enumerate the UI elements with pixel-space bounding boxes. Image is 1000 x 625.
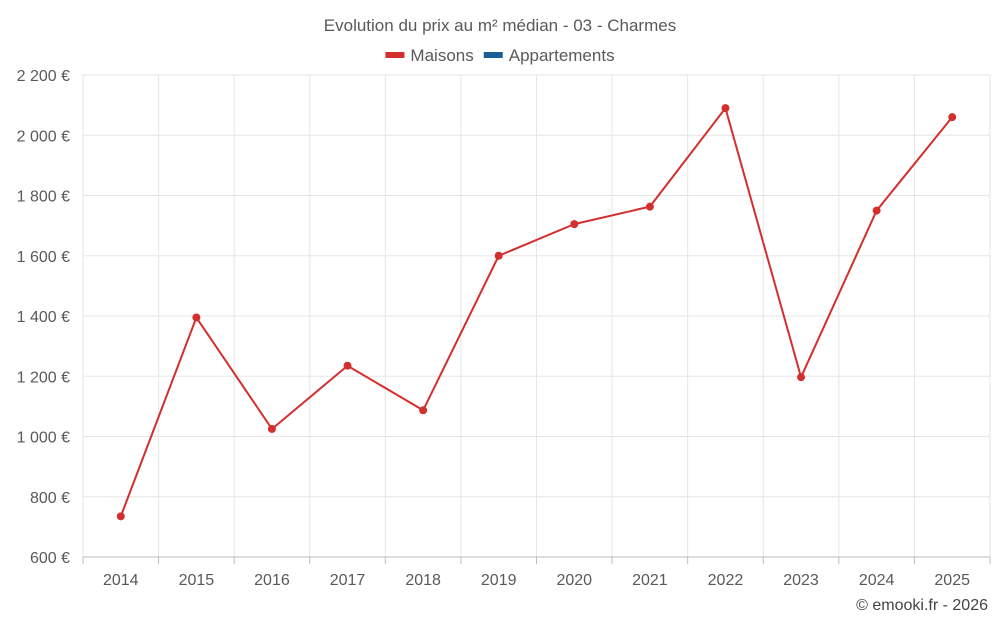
data-point[interactable] <box>192 313 201 322</box>
series-line <box>119 107 953 517</box>
credit-text: © emooki.fr - 2026 <box>856 597 988 614</box>
y-tick-label: 2 200 € <box>17 68 70 85</box>
data-point[interactable] <box>721 104 730 113</box>
x-tick-label: 2014 <box>103 572 139 589</box>
data-point[interactable] <box>797 373 806 382</box>
data-point[interactable] <box>419 406 428 415</box>
y-tick-label: 1 000 € <box>17 430 70 447</box>
data-point[interactable] <box>267 424 276 433</box>
legend-label: Appartements <box>509 46 615 65</box>
y-tick-label: 1 200 € <box>17 369 70 386</box>
x-tick-label: 2022 <box>708 572 744 589</box>
x-tick-label: 2016 <box>254 572 290 589</box>
y-axis: 600 € 800 € 1 000 € 1 200 € 1 400 € 1 600 € 1 … <box>17 68 70 567</box>
y-tick-label: 600 € <box>30 550 70 567</box>
x-tick-label: 2021 <box>632 572 668 589</box>
legend-label: Maisons <box>410 46 473 65</box>
data-point[interactable] <box>494 251 503 260</box>
y-tick-label: 1 400 € <box>17 309 70 326</box>
legend: Maisons Appartements <box>385 46 615 65</box>
x-tick-label: 2024 <box>859 572 895 589</box>
gridlines <box>82 74 991 558</box>
x-tick-label: 2025 <box>934 572 970 589</box>
x-tick-label: 2023 <box>783 572 819 589</box>
data-point[interactable] <box>872 206 881 215</box>
y-tick-label: 1 800 € <box>17 189 70 206</box>
data-point[interactable] <box>116 512 125 521</box>
legend-swatch <box>483 52 503 58</box>
x-tick-label: 2020 <box>556 572 592 589</box>
x-tick-label: 2019 <box>481 572 517 589</box>
legend-item[interactable]: Maisons <box>385 46 474 65</box>
data-point[interactable] <box>343 361 352 370</box>
y-tick-label: 800 € <box>30 490 70 507</box>
data-point[interactable] <box>948 113 957 122</box>
series-layer <box>116 104 957 521</box>
legend-swatch <box>385 52 405 58</box>
x-tick-label: 2015 <box>179 572 215 589</box>
legend-item[interactable]: Appartements <box>483 46 615 65</box>
x-tick-label: 2017 <box>330 572 366 589</box>
x-tick-label: 2018 <box>405 572 441 589</box>
data-point[interactable] <box>570 220 579 229</box>
y-tick-label: 2 000 € <box>17 128 70 145</box>
x-axis: 2014 2015 2016 2017 2018 2019 2020 2021 2022 2023… <box>82 556 991 589</box>
data-point[interactable] <box>645 202 654 211</box>
chart-title: Evolution du prix au m² médian - 03 - Ch… <box>324 16 676 35</box>
y-tick-label: 1 600 € <box>17 249 70 266</box>
